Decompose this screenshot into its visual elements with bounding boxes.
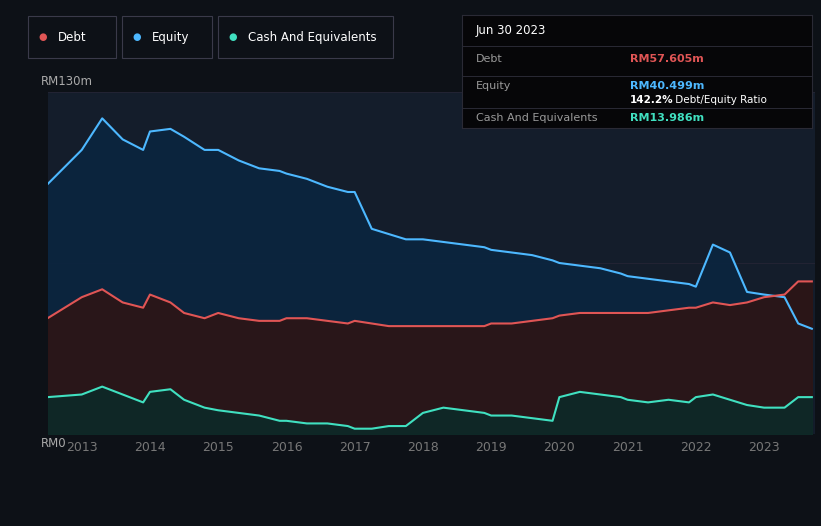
Text: RM40.499m: RM40.499m [630, 81, 704, 91]
Text: Debt: Debt [476, 54, 502, 64]
Text: ●: ● [39, 32, 47, 42]
Text: RM13.986m: RM13.986m [630, 113, 704, 123]
Text: Debt: Debt [57, 31, 86, 44]
Text: Jun 30 2023: Jun 30 2023 [476, 24, 546, 37]
Text: Equity: Equity [476, 81, 511, 91]
Text: ●: ● [132, 32, 141, 42]
Text: Cash And Equivalents: Cash And Equivalents [248, 31, 376, 44]
Text: Debt/Equity Ratio: Debt/Equity Ratio [672, 95, 767, 105]
Text: 142.2%: 142.2% [630, 95, 673, 105]
Text: RM57.605m: RM57.605m [630, 54, 704, 64]
Text: Equity: Equity [152, 31, 189, 44]
Text: RM0: RM0 [41, 437, 67, 450]
Text: Cash And Equivalents: Cash And Equivalents [476, 113, 598, 123]
Text: RM130m: RM130m [41, 75, 93, 88]
Text: ●: ● [228, 32, 237, 42]
